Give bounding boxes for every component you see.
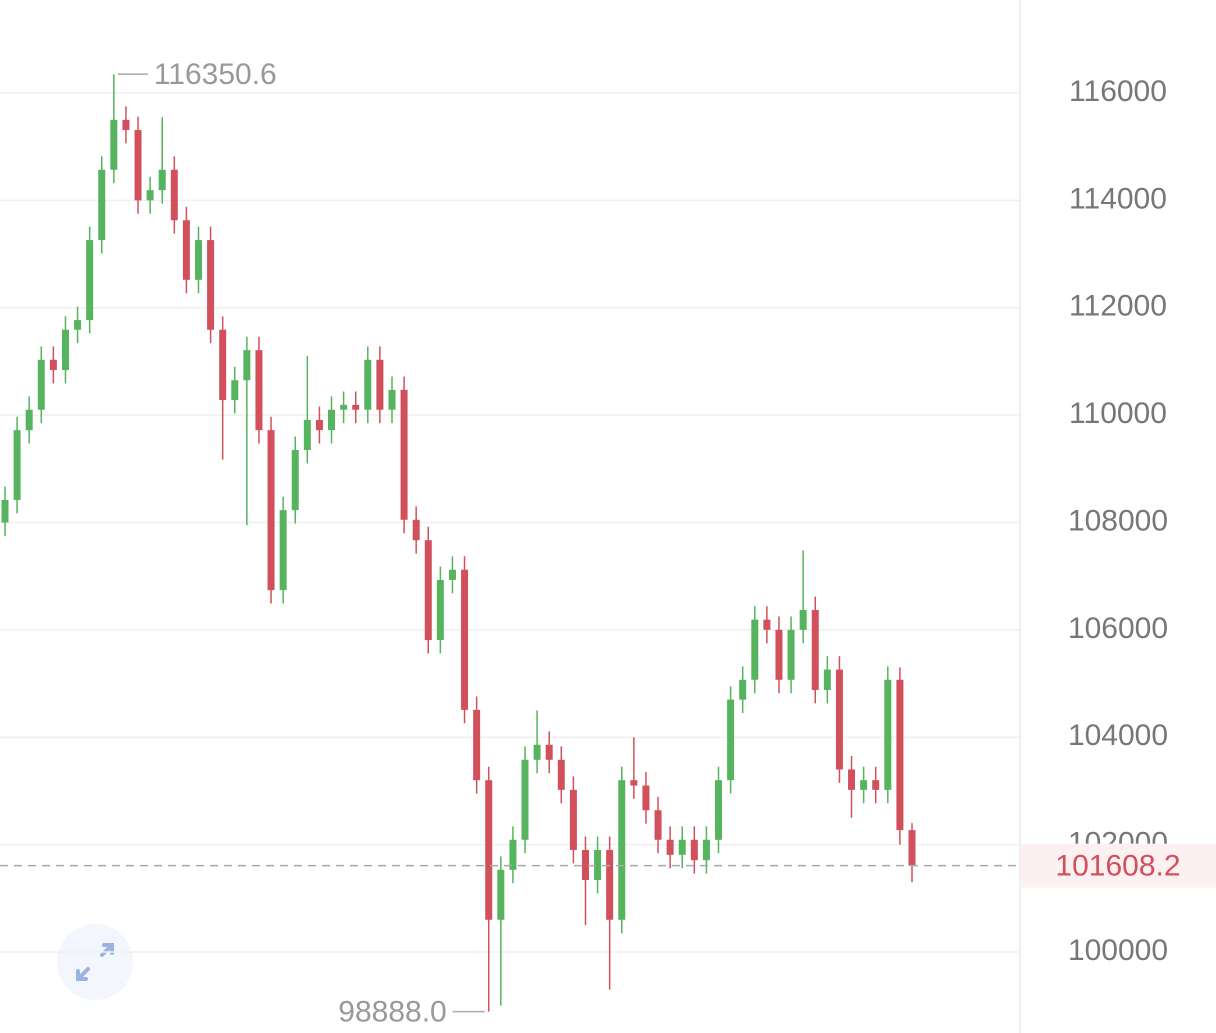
candle-body: [860, 780, 868, 790]
candle-body: [61, 329, 69, 371]
candle-body: [485, 780, 493, 920]
candle-body: [787, 629, 795, 680]
candle-body: [545, 744, 553, 760]
candle-body: [569, 789, 577, 850]
candle-body: [255, 350, 263, 431]
candle-body: [521, 759, 529, 840]
candle-body: [1, 499, 9, 523]
candle-body: [194, 240, 202, 280]
candle-body: [37, 359, 45, 410]
candle-body: [436, 579, 444, 641]
candle-body: [303, 419, 311, 451]
candle-body: [13, 430, 21, 500]
candle-body: [448, 569, 456, 580]
candle-body: [315, 419, 323, 431]
candle-body: [666, 839, 674, 855]
candle-body: [775, 629, 783, 680]
candle-body: [219, 329, 227, 401]
candle-body: [146, 190, 154, 201]
y-tick-label: 100000: [1068, 934, 1168, 967]
candle-body: [557, 759, 565, 790]
candle-body: [835, 669, 843, 770]
candle-body: [702, 839, 710, 861]
candle-body: [170, 169, 178, 221]
candle-body: [86, 240, 94, 321]
y-tick-label: 106000: [1068, 612, 1168, 645]
candle-body: [340, 404, 348, 410]
candle-body: [739, 679, 747, 700]
candle-body: [364, 359, 372, 410]
candle-body: [388, 389, 396, 410]
candle-body: [715, 780, 723, 840]
candle-body: [581, 849, 589, 881]
candle-body: [533, 744, 541, 760]
candle-body: [267, 430, 275, 591]
candle-body: [412, 519, 420, 541]
candle-body: [896, 679, 904, 831]
candle-body: [98, 169, 106, 241]
candle-body: [908, 830, 916, 866]
candle-body: [279, 510, 287, 591]
y-tick-label: 104000: [1068, 719, 1168, 752]
candle-body: [352, 404, 360, 410]
candle-body: [751, 619, 759, 680]
candle-body: [630, 780, 638, 786]
candle-body: [763, 619, 771, 630]
candle-body: [74, 320, 82, 330]
min-label: 98888.0: [338, 996, 446, 1029]
candle-body: [25, 409, 33, 431]
max-label: 116350.6: [154, 58, 277, 91]
candle-body: [134, 130, 142, 201]
candle-body: [207, 240, 215, 330]
candle-body: [594, 849, 602, 881]
candle-body: [291, 450, 299, 511]
candle-body: [884, 679, 892, 790]
candle-body: [122, 119, 130, 131]
expand-button[interactable]: [57, 924, 133, 1000]
candle-body: [424, 540, 432, 641]
y-tick-label: 112000: [1069, 290, 1167, 323]
candle-body: [400, 389, 408, 520]
candle-body: [182, 220, 190, 280]
candle-body: [328, 409, 336, 431]
candle-body: [376, 359, 384, 410]
candle-body: [799, 609, 807, 630]
candle-body: [823, 669, 831, 690]
candle-body: [811, 609, 819, 690]
candle-body: [642, 785, 650, 811]
candle-body: [497, 869, 505, 920]
candle-body: [243, 350, 251, 381]
y-tick-label: 108000: [1068, 504, 1168, 537]
candle-body: [678, 839, 686, 855]
candle-body: [49, 359, 57, 371]
candle-body: [690, 839, 698, 861]
candle-body: [654, 810, 662, 840]
candle-body: [473, 709, 481, 781]
candle-body: [461, 569, 469, 710]
candle-body: [231, 380, 239, 401]
y-tick-label: 110000: [1069, 397, 1167, 430]
y-tick-label: 114000: [1069, 182, 1167, 215]
candle-body: [727, 699, 735, 781]
candle-body: [618, 780, 626, 920]
candle-body: [509, 839, 517, 870]
candle-body: [848, 769, 856, 790]
candle-body: [110, 119, 118, 170]
y-tick-label: 116000: [1069, 75, 1167, 108]
candle-body: [872, 780, 880, 790]
last-price-label: 101608.2: [1055, 850, 1180, 883]
candle-body: [158, 169, 166, 191]
last-price-box: [1020, 843, 1216, 888]
candle-body: [606, 849, 614, 920]
